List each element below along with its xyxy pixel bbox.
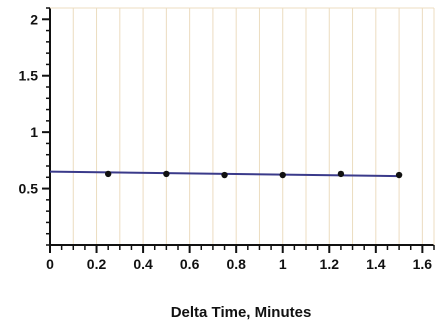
x-tick-label: 0.2 (87, 256, 107, 272)
y-tick-label: 0.5 (19, 181, 39, 197)
data-point (337, 170, 345, 178)
data-point (104, 170, 112, 178)
x-tick-label: 0.8 (226, 256, 246, 272)
x-tick-label: 1.4 (366, 256, 386, 272)
y-tick-label: 1 (30, 124, 38, 140)
y-tick-label: 2 (30, 11, 38, 27)
data-point (163, 170, 170, 178)
x-tick-label: 0 (46, 256, 54, 272)
x-tick-label: 0.4 (133, 256, 153, 272)
data-series (49, 170, 403, 179)
tick-labels: 0 0.2 0.4 0.6 0.8 1 1.2 1.4 1.6 0.5 1 1.5 2 (19, 11, 433, 272)
axes (49, 7, 435, 246)
y-tick-label: 1.5 (19, 68, 39, 84)
grid-lines (72, 8, 423, 245)
x-tick-label: 1.6 (413, 256, 433, 272)
data-point (221, 171, 228, 179)
data-point (279, 171, 286, 179)
tick-marks (42, 7, 435, 253)
x-tick-label: 1 (279, 256, 287, 272)
x-axis-title: Delta Time, Minutes (171, 304, 312, 321)
x-tick-label: 0.6 (180, 256, 200, 272)
x-tick-label: 1.2 (320, 256, 340, 272)
data-point (395, 171, 403, 179)
